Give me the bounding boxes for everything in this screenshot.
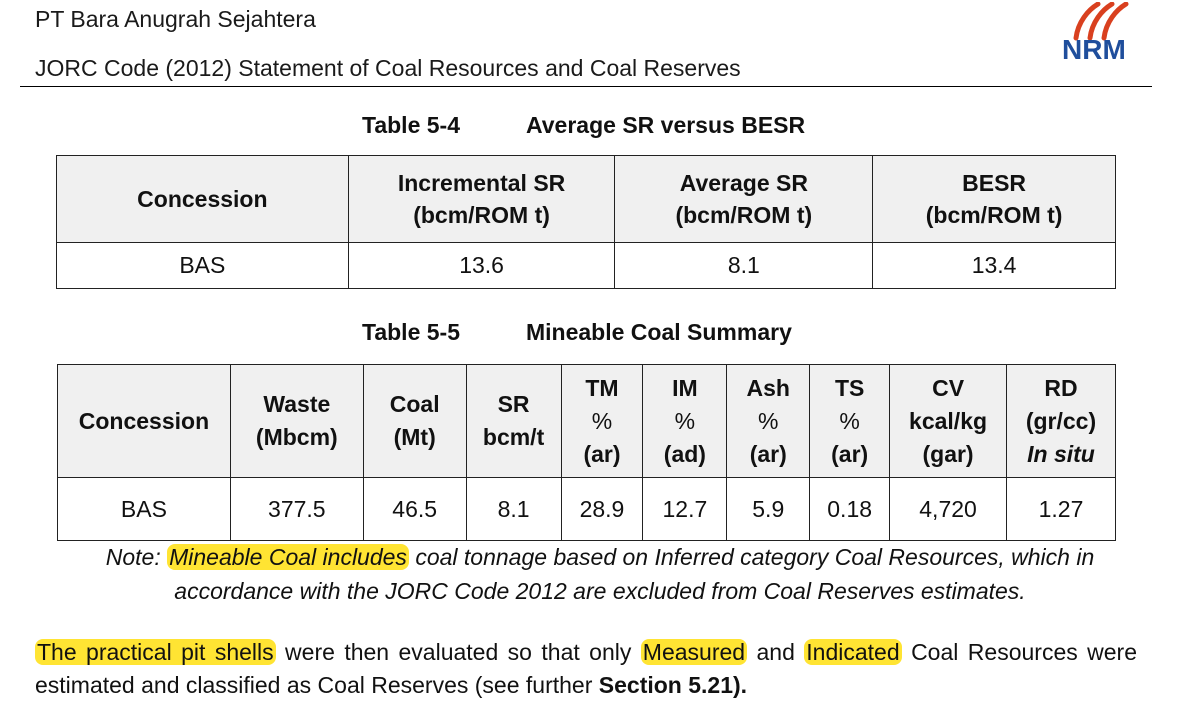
table1-title: Average SR versus BESR bbox=[526, 112, 806, 138]
cell-sr: 8.1 bbox=[465, 477, 562, 541]
highlight-measured: Measured bbox=[640, 639, 748, 665]
note-prefix: Note: bbox=[105, 544, 168, 570]
highlight-pit-shells: The practical pit shells bbox=[35, 639, 276, 665]
section-reference: Section 5.21). bbox=[598, 672, 748, 698]
header-divider bbox=[20, 86, 1152, 87]
table1-number: Table 5-4 bbox=[362, 112, 460, 138]
header-ts: TS% (ar) bbox=[809, 364, 891, 478]
average-sr-table: Concession Incremental SR (bcm/ROM t) Ave… bbox=[56, 155, 1116, 289]
note-highlight: Mineable Coal includes bbox=[167, 544, 409, 570]
mineable-coal-table: Concession Waste (Mbcm) Coal (Mt) SR bcm/t … bbox=[57, 364, 1116, 541]
table-row: BAS 13.6 8.1 13.4 bbox=[56, 242, 1116, 289]
table-header-row: Concession Waste (Mbcm) Coal (Mt) SR bcm/t … bbox=[57, 364, 1116, 478]
table2-title: Mineable Coal Summary bbox=[526, 319, 792, 345]
header-waste: Waste (Mbcm) bbox=[229, 364, 364, 478]
header-average-sr: Average SR (bcm/ROM t) bbox=[614, 155, 874, 243]
cell-incremental-sr: 13.6 bbox=[347, 242, 616, 289]
header-coal: Coal (Mt) bbox=[362, 364, 467, 478]
header-concession: Concession bbox=[56, 155, 349, 243]
body-paragraph: The practical pit shells were then evalu… bbox=[35, 636, 1137, 702]
header-sr: SR bcm/t bbox=[465, 364, 562, 478]
header-incremental-sr: Incremental SR (bcm/ROM t) bbox=[347, 155, 616, 243]
header-besr: BESR (bcm/ROM t) bbox=[872, 155, 1116, 243]
paragraph-text-3: Coal Resources were estimated and classi… bbox=[35, 639, 1138, 698]
cell-waste: 377.5 bbox=[229, 477, 364, 541]
header-tm: TM% (ar) bbox=[560, 364, 644, 478]
paragraph-text-1: were then evaluated so that only bbox=[275, 639, 641, 665]
highlight-indicated: Indicated bbox=[804, 639, 902, 665]
table-row: BAS 377.5 46.5 8.1 28.9 12.7 5.9 0.18 4,… bbox=[57, 477, 1116, 541]
header-ash: Ash% (ar) bbox=[726, 364, 811, 478]
document-title: JORC Code (2012) Statement of Coal Resou… bbox=[35, 55, 741, 81]
table-header-row: Concession Incremental SR (bcm/ROM t) Ave… bbox=[56, 155, 1116, 243]
header-concession: Concession bbox=[57, 364, 231, 478]
table-note: Note: Mineable Coal includes coal tonnag… bbox=[40, 540, 1160, 608]
header-rd: RD (gr/cc) In situ bbox=[1006, 364, 1116, 478]
cell-tm: 28.9 bbox=[560, 477, 644, 541]
company-name: PT Bara Anugrah Sejahtera bbox=[35, 6, 316, 32]
cell-concession: BAS bbox=[57, 477, 231, 541]
cell-cv: 4,720 bbox=[889, 477, 1007, 541]
cell-rd: 1.27 bbox=[1006, 477, 1116, 541]
logo-text: NRM bbox=[1062, 34, 1126, 65]
table1-caption: Table 5-4 Average SR versus BESR bbox=[362, 112, 805, 139]
cell-ash: 5.9 bbox=[726, 477, 811, 541]
cell-coal: 46.5 bbox=[362, 477, 467, 541]
paragraph-text-2: and bbox=[747, 639, 805, 665]
cell-concession: BAS bbox=[56, 242, 349, 289]
cell-average-sr: 8.1 bbox=[614, 242, 874, 289]
note-text-line1: coal tonnage based on Inferred category … bbox=[408, 544, 1095, 570]
header-cv: CV kcal/kg (gar) bbox=[889, 364, 1007, 478]
note-text-line2: accordance with the JORC Code 2012 are e… bbox=[174, 578, 1026, 604]
cell-ts: 0.18 bbox=[809, 477, 891, 541]
cell-besr: 13.4 bbox=[872, 242, 1116, 289]
cell-im: 12.7 bbox=[642, 477, 728, 541]
logo-swoosh-icon bbox=[1073, 2, 1129, 41]
table2-number: Table 5-5 bbox=[362, 319, 460, 345]
header-im: IM% (ad) bbox=[642, 364, 728, 478]
table2-caption: Table 5-5 Mineable Coal Summary bbox=[362, 319, 792, 346]
nrm-logo: NRM bbox=[1056, 2, 1146, 70]
